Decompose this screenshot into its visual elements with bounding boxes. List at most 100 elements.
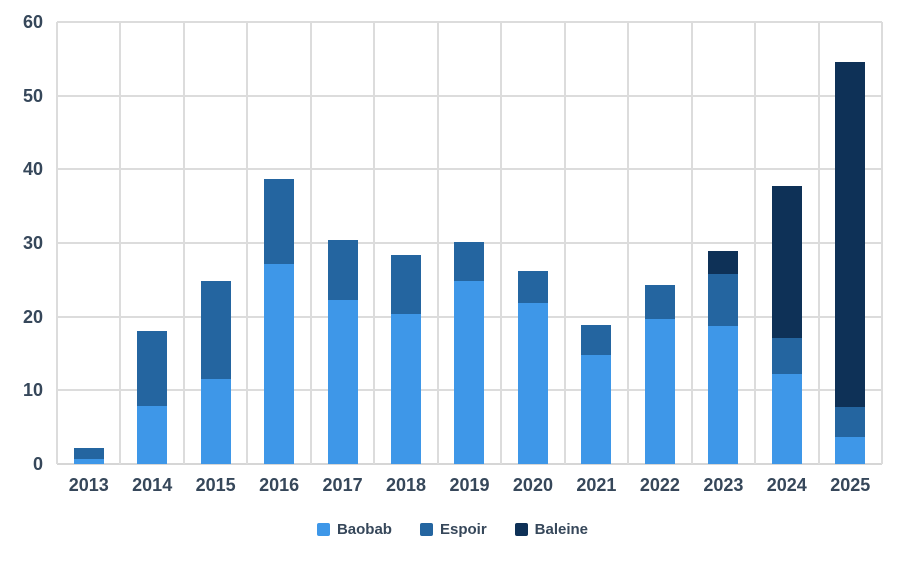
legend-label-baobab: Baobab xyxy=(336,521,392,538)
x-axis: 2013 2014 2015 2016 2017 2018 2019 2020 2021 2022… xyxy=(57,475,882,502)
bar-segment-2017-espoir[interactable] xyxy=(327,240,358,300)
x-tick-label-2021: 2021 xyxy=(576,475,617,495)
x-tick-label-2013: 2013 xyxy=(68,475,109,495)
bar-group-2016 xyxy=(247,22,310,464)
bar-2014 xyxy=(137,22,168,464)
bar-2024 xyxy=(771,22,802,464)
bar-group-2021 xyxy=(565,22,628,464)
bar-group-2013 xyxy=(57,22,120,464)
bar-segment-2023-espoir[interactable] xyxy=(708,273,739,326)
bar-segment-2014-espoir[interactable] xyxy=(137,331,168,406)
bar-segment-2015-espoir[interactable] xyxy=(200,281,231,380)
bar-segment-2013-baobab[interactable] xyxy=(73,458,104,464)
bar-segment-2016-espoir[interactable] xyxy=(264,178,295,265)
bar-segment-2020-espoir[interactable] xyxy=(517,271,548,304)
bar-2022 xyxy=(644,22,675,464)
y-tick-label-30: 30 xyxy=(22,233,43,253)
gridline-x-4 xyxy=(309,22,312,464)
legend-item-baobab[interactable]: Baobab xyxy=(316,521,392,538)
y-tick-label-40: 40 xyxy=(22,159,43,180)
y-tick-label-20: 20 xyxy=(22,306,43,327)
bar-group-2024 xyxy=(755,22,818,464)
legend-item-baleine[interactable]: Baleine xyxy=(514,521,589,538)
bar-group-2022 xyxy=(628,22,691,464)
bar-segment-2018-baobab[interactable] xyxy=(391,314,422,464)
bar-segment-2022-espoir[interactable] xyxy=(644,285,675,319)
gridline-x-1 xyxy=(119,22,122,464)
bar-group-2018 xyxy=(374,22,437,464)
y-tick-label-60: 60 xyxy=(22,12,43,32)
bar-segment-2021-baobab[interactable] xyxy=(581,354,612,464)
bar-segment-2015-baobab[interactable] xyxy=(200,379,231,464)
x-tick-label-2019: 2019 xyxy=(449,475,490,495)
x-tick-label-2022: 2022 xyxy=(639,475,680,495)
x-tick-label-2025: 2025 xyxy=(830,475,871,495)
bar-2019 xyxy=(454,22,485,464)
legend-label-espoir: Espoir xyxy=(439,521,487,538)
gridline-x-6 xyxy=(436,22,439,464)
bar-segment-2019-espoir[interactable] xyxy=(454,242,485,282)
x-tick-label-2014: 2014 xyxy=(132,475,173,495)
gridline-x-10 xyxy=(690,22,693,464)
bar-segment-2020-baobab[interactable] xyxy=(517,303,548,464)
x-tick-label-2020: 2020 xyxy=(512,475,553,495)
gridline-x-5 xyxy=(373,22,376,464)
bar-group-2015 xyxy=(184,22,247,464)
bar-segment-2024-espoir[interactable] xyxy=(771,338,802,375)
plot-area xyxy=(56,21,883,465)
bar-2020 xyxy=(517,22,548,464)
x-tick-label-2016: 2016 xyxy=(259,475,300,495)
x-tick-label-2017: 2017 xyxy=(322,475,363,495)
bar-2025 xyxy=(835,22,866,464)
bar-2021 xyxy=(581,22,612,464)
bar-segment-2017-baobab[interactable] xyxy=(327,299,358,464)
legend-item-espoir[interactable]: Espoir xyxy=(419,521,487,538)
bar-segment-2021-espoir[interactable] xyxy=(581,324,612,355)
gridline-y-60 xyxy=(57,21,882,23)
gridline-y-50 xyxy=(57,94,882,97)
x-tick-label-2015: 2015 xyxy=(195,475,236,495)
bar-group-2025 xyxy=(819,22,882,464)
bar-segment-2023-baleine[interactable] xyxy=(708,251,739,274)
bar-segment-2025-baleine[interactable] xyxy=(835,61,866,407)
bar-group-2014 xyxy=(120,22,183,464)
bar-segment-2025-baobab[interactable] xyxy=(835,436,866,464)
legend-label-baleine: Baleine xyxy=(534,521,589,538)
bar-2017 xyxy=(327,22,358,464)
bar-segment-2014-baobab[interactable] xyxy=(137,405,168,464)
bar-segment-2023-baobab[interactable] xyxy=(708,325,739,464)
gridline-y-40 xyxy=(57,168,882,171)
legend-swatch-baobab xyxy=(316,523,330,536)
gridline-x-12 xyxy=(817,22,820,464)
gridline-x-7 xyxy=(500,22,503,464)
bar-group-2017 xyxy=(311,22,374,464)
y-tick-label-0: 0 xyxy=(32,454,43,474)
gridline-x-11 xyxy=(754,22,757,464)
bar-segment-2022-baobab[interactable] xyxy=(644,318,675,464)
bar-segment-2018-espoir[interactable] xyxy=(391,254,422,315)
bar-segment-2024-baleine[interactable] xyxy=(771,186,802,339)
x-tick-label-2023: 2023 xyxy=(703,475,744,495)
gridline-x-8 xyxy=(563,22,566,464)
gridline-y-0 xyxy=(57,463,882,465)
bar-2016 xyxy=(264,22,295,464)
x-tick-label-2018: 2018 xyxy=(386,475,427,495)
bar-2015 xyxy=(200,22,231,464)
legend-swatch-baleine xyxy=(514,523,528,536)
y-axis: 0 10 20 30 40 50 60 xyxy=(0,13,49,473)
bar-segment-2019-baobab[interactable] xyxy=(454,281,485,464)
legend-swatch-espoir xyxy=(419,523,433,536)
bar-2018 xyxy=(391,22,422,464)
gridline-x-0 xyxy=(56,22,58,464)
gridline-x-13 xyxy=(881,22,883,464)
gridline-x-2 xyxy=(182,22,185,464)
bar-segment-2016-baobab[interactable] xyxy=(264,264,295,464)
x-tick-label-2024: 2024 xyxy=(766,475,807,495)
gridline-x-9 xyxy=(627,22,630,464)
bar-segment-2024-baobab[interactable] xyxy=(771,374,802,464)
bar-segment-2013-espoir[interactable] xyxy=(73,447,104,459)
bar-group-2023 xyxy=(692,22,755,464)
bar-segment-2025-espoir[interactable] xyxy=(835,406,866,437)
legend: Baobab Espoir Baleine xyxy=(0,522,905,537)
